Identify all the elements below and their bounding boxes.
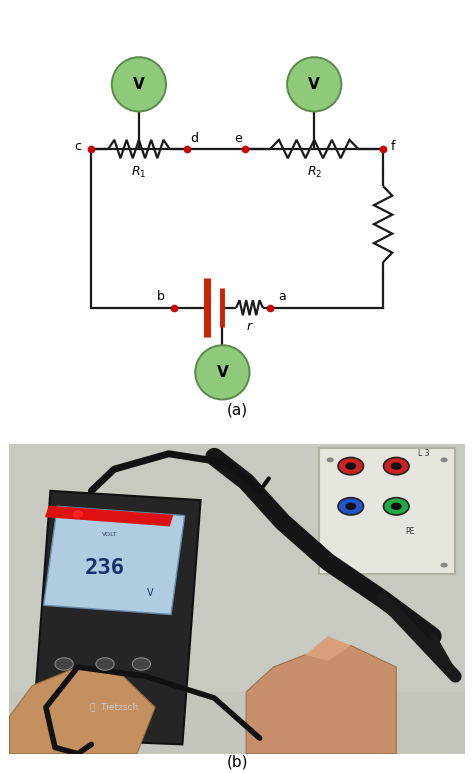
Circle shape xyxy=(391,462,402,470)
Polygon shape xyxy=(305,636,351,661)
Text: 236: 236 xyxy=(85,558,125,578)
Text: $R_2$: $R_2$ xyxy=(307,165,322,180)
Circle shape xyxy=(112,57,166,111)
Text: e: e xyxy=(234,132,242,145)
Circle shape xyxy=(338,458,364,475)
Circle shape xyxy=(440,563,447,567)
Text: a: a xyxy=(278,291,286,304)
Circle shape xyxy=(327,563,334,567)
Text: $R_1$: $R_1$ xyxy=(131,165,146,180)
Circle shape xyxy=(327,458,334,462)
Text: V: V xyxy=(147,588,154,598)
Text: (b): (b) xyxy=(226,754,248,770)
Text: Ⓣ  Tietzsch: Ⓣ Tietzsch xyxy=(90,703,138,712)
Circle shape xyxy=(55,658,73,670)
Circle shape xyxy=(96,658,114,670)
Circle shape xyxy=(72,510,83,518)
Circle shape xyxy=(345,462,356,470)
FancyBboxPatch shape xyxy=(319,448,456,574)
Text: PE: PE xyxy=(405,526,415,536)
Circle shape xyxy=(287,57,341,111)
Text: L 3: L 3 xyxy=(418,449,429,458)
Text: VOLT: VOLT xyxy=(102,532,118,536)
Circle shape xyxy=(391,502,402,510)
Text: f: f xyxy=(391,141,395,154)
Bar xyxy=(9,444,465,692)
Text: d: d xyxy=(190,132,198,145)
Text: $r$: $r$ xyxy=(246,320,254,333)
Text: V: V xyxy=(133,77,145,92)
Circle shape xyxy=(345,502,356,510)
Circle shape xyxy=(383,458,409,475)
Polygon shape xyxy=(45,506,173,526)
Circle shape xyxy=(132,658,151,670)
Text: c: c xyxy=(75,141,82,154)
Circle shape xyxy=(383,498,409,515)
Circle shape xyxy=(440,458,447,462)
Circle shape xyxy=(338,498,364,515)
Polygon shape xyxy=(44,506,185,615)
Text: b: b xyxy=(157,291,165,304)
Polygon shape xyxy=(9,667,155,754)
Circle shape xyxy=(195,346,249,400)
Text: V: V xyxy=(309,77,320,92)
Polygon shape xyxy=(246,645,396,754)
Text: V: V xyxy=(217,365,228,380)
Polygon shape xyxy=(32,491,201,744)
Text: (a): (a) xyxy=(227,403,247,417)
